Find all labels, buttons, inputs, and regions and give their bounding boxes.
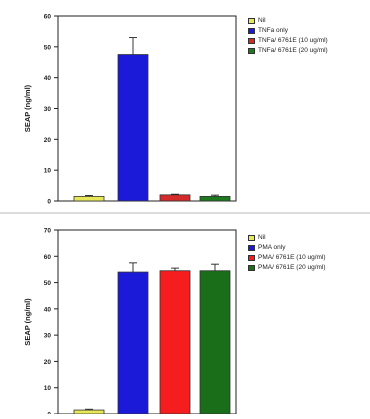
legend-item-pma-6761e-10: PMA/ 6761E (10 ug/ml) bbox=[248, 253, 326, 263]
legend-item-pma-6761e-20: PMA/ 6761E (20 ug/ml) bbox=[248, 263, 326, 273]
legend-label: Nil bbox=[258, 234, 266, 241]
bar bbox=[117, 54, 149, 202]
y-tick-label: 10 bbox=[44, 168, 52, 175]
legend-label: TNFa only bbox=[258, 27, 288, 34]
legend-label: Nil bbox=[258, 17, 266, 24]
chart-pma: 010203040506070SEAP (ng/ml) bbox=[23, 228, 237, 419]
bar bbox=[199, 270, 231, 415]
legend-label: TNFa/ 6761E (20 ug/ml) bbox=[258, 47, 328, 54]
legend-label: PMA/ 6761E (10 ug/ml) bbox=[258, 254, 326, 261]
y-tick-label: 60 bbox=[44, 14, 52, 21]
legend-swatch bbox=[248, 18, 255, 24]
bar bbox=[159, 270, 191, 415]
legend-swatch bbox=[248, 235, 255, 241]
legend-label: PMA only bbox=[258, 244, 286, 251]
y-tick-label: 30 bbox=[44, 333, 52, 340]
legend-swatch bbox=[248, 38, 255, 44]
legend-swatch bbox=[248, 245, 255, 251]
legend-pma: Nil PMA only PMA/ 6761E (10 ug/ml) PMA/ … bbox=[248, 233, 326, 273]
chart-panel-pma: 010203040506070SEAP (ng/ml) Nil PMA only… bbox=[0, 214, 370, 419]
legend-swatch bbox=[248, 265, 255, 271]
bar bbox=[199, 195, 231, 202]
chart-tnfa: 0 10 20 30 40 50 60 SEAP (ng/ml) bbox=[23, 14, 237, 206]
y-tick-label: 10 bbox=[44, 385, 52, 392]
legend-item-tnfa-6761e-20: TNFa/ 6761E (20 ug/ml) bbox=[248, 46, 328, 56]
y-tick-label: 60 bbox=[44, 254, 52, 261]
y-tick-label: 30 bbox=[44, 106, 52, 113]
legend-item-tnfa-only: TNFa only bbox=[248, 26, 328, 36]
legend-label: TNFa/ 6761E (10 ug/ml) bbox=[258, 37, 328, 44]
y-axis-label: SEAP (ng/ml) bbox=[23, 298, 32, 346]
legend-swatch bbox=[248, 48, 255, 54]
legend-item-tnfa-6761e-10: TNFa/ 6761E (10 ug/ml) bbox=[248, 36, 328, 46]
legend-swatch bbox=[248, 28, 255, 34]
legend-label: PMA/ 6761E (20 ug/ml) bbox=[258, 264, 326, 271]
bar bbox=[73, 409, 105, 415]
bar bbox=[159, 194, 191, 202]
legend-tnfa: Nil TNFa only TNFa/ 6761E (10 ug/ml) TNF… bbox=[248, 16, 328, 56]
chart-panel-tnfa: 0 10 20 30 40 50 60 SEAP (ng/ml) Nil TNFa only … bbox=[0, 14, 370, 214]
legend-item-nil: Nil bbox=[248, 16, 328, 26]
y-tick-label: 20 bbox=[44, 359, 52, 366]
bar bbox=[73, 195, 105, 202]
y-tick-label: 40 bbox=[44, 75, 52, 82]
legend-swatch bbox=[248, 255, 255, 261]
y-tick-label: 0 bbox=[47, 199, 51, 206]
y-tick-label: 70 bbox=[44, 228, 52, 235]
y-axis-label: SEAP (ng/ml) bbox=[23, 84, 32, 132]
y-tick-label: 20 bbox=[44, 137, 52, 144]
legend-item-pma-only: PMA only bbox=[248, 243, 326, 253]
y-tick-label: 50 bbox=[44, 44, 52, 51]
y-tick-label: 50 bbox=[44, 280, 52, 287]
legend-item-nil: Nil bbox=[248, 233, 326, 243]
bar bbox=[117, 271, 149, 415]
y-tick-label: 40 bbox=[44, 306, 52, 313]
